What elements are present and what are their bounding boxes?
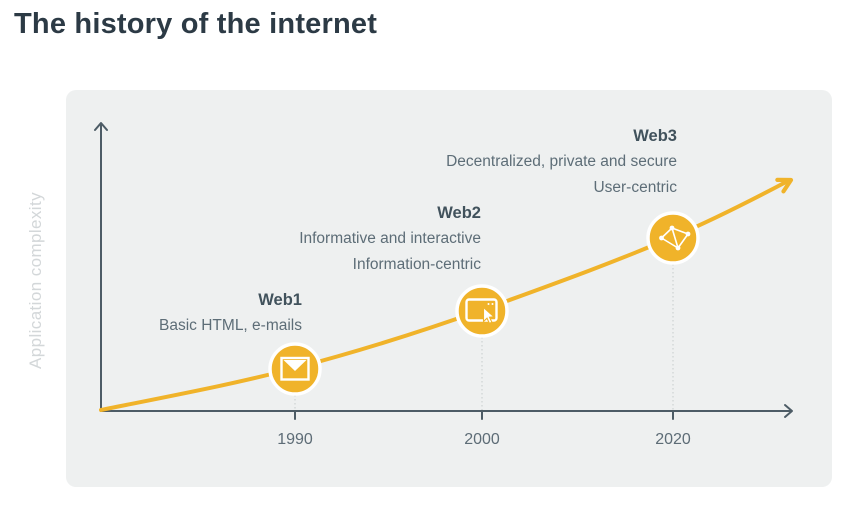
milestone-marker-web3 xyxy=(646,211,700,265)
milestone-desc-web2-line2: Information-centric xyxy=(352,256,481,273)
network-nodes-icon xyxy=(659,225,691,251)
milestone-title-web3: Web3 xyxy=(633,127,677,145)
milestone-label-web3: Web3 Decentralized, private and secure U… xyxy=(446,123,677,201)
envelope-icon xyxy=(280,356,310,381)
x-tick-label-1990: 1990 xyxy=(277,431,313,448)
milestone-title-web1: Web1 xyxy=(258,291,302,309)
milestone-label-web1: Web1 Basic HTML, e-mails xyxy=(159,287,302,339)
chart-panel xyxy=(66,90,832,487)
milestone-desc-web1-line1: Basic HTML, e-mails xyxy=(159,317,302,334)
milestone-circle-web3 xyxy=(646,211,700,265)
browser-cursor-icon xyxy=(465,298,498,325)
milestone-desc-web3-line2: User-centric xyxy=(593,179,677,196)
milestone-desc-web2-line1: Informative and interactive xyxy=(299,230,481,247)
page-title: The history of the internet xyxy=(14,8,378,40)
milestone-connectors xyxy=(294,264,674,410)
trend-arrowhead xyxy=(775,177,794,194)
milestone-desc-web3-line1: Decentralized, private and secure xyxy=(446,153,677,170)
x-tick-label-2020: 2020 xyxy=(655,431,691,448)
milestone-circle-web2 xyxy=(455,284,509,338)
milestone-label-web2: Web2 Informative and interactive Informa… xyxy=(299,200,481,278)
y-axis-arrowhead xyxy=(94,122,108,131)
milestone-marker-web2 xyxy=(455,284,509,338)
milestone-title-web2: Web2 xyxy=(437,204,481,222)
milestone-marker-web1 xyxy=(268,342,322,396)
x-tick-label-2000: 2000 xyxy=(464,431,500,448)
x-axis-arrowhead xyxy=(784,404,793,418)
axes xyxy=(94,122,793,420)
